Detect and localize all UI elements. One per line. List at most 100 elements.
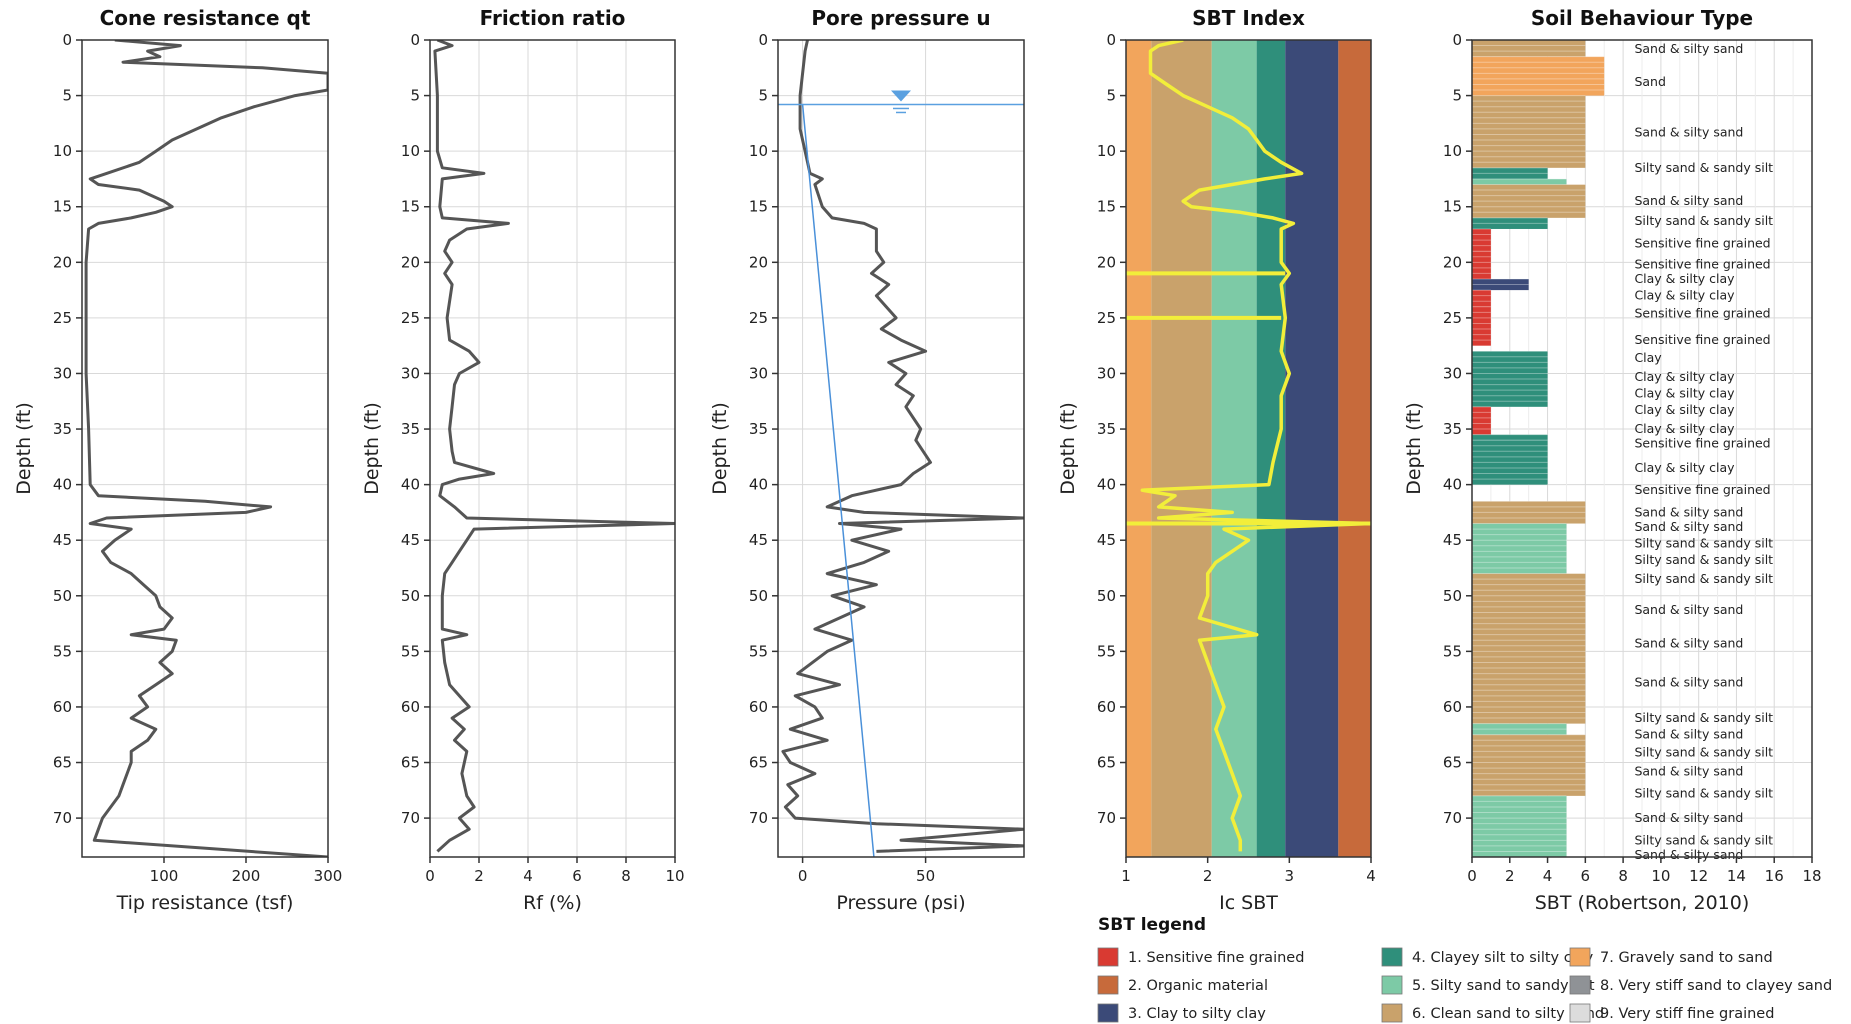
- soil-type-label: Sand & silty sand: [1634, 41, 1743, 56]
- plot-frame: [81, 39, 329, 858]
- sbt-interval-bar: [1472, 406, 1491, 435]
- legend-label: 4. Clayey silt to silty clay: [1412, 950, 1594, 966]
- x-tick-label: 8: [621, 867, 631, 885]
- y-tick-label: 40: [53, 476, 72, 494]
- panel-1: 0 5 10 15 20 25 30 35 40 45 50 55 60 65 70 100 200 300 Con…: [13, 6, 342, 914]
- water-table-icon: [891, 90, 911, 102]
- data-line: [84, 40, 328, 857]
- legend-swatch: [1097, 975, 1119, 995]
- soil-type-label: Sand & silty sand: [1634, 504, 1743, 519]
- y-tick-label: 65: [749, 754, 768, 772]
- y-tick-label: 55: [749, 642, 768, 660]
- sbt-interval-bar: [1472, 178, 1567, 185]
- y-axis-label: Depth (ft): [709, 402, 731, 495]
- sbt-interval-bar: [1472, 351, 1548, 407]
- soil-type-label: Silty sand & sandy silt: [1634, 536, 1773, 551]
- legend-item: 4. Clayey silt to silty clay: [1381, 947, 1594, 967]
- x-tick-label: 16: [1765, 867, 1784, 885]
- soil-type-label: Sand & silty sand: [1634, 193, 1743, 208]
- x-tick-label: 6: [572, 867, 582, 885]
- y-axis-label: Depth (ft): [13, 402, 35, 495]
- x-tick-label: 2: [1505, 867, 1515, 885]
- y-tick-label: 25: [749, 309, 768, 327]
- y-axis-label: Depth (ft): [1057, 402, 1079, 495]
- x-tick-label: 100: [150, 867, 179, 885]
- y-tick-label: 0: [1106, 31, 1116, 49]
- sbt-interval-bar: [1472, 40, 1586, 57]
- y-tick-label: 20: [1443, 253, 1462, 271]
- plot-frame: [429, 39, 676, 858]
- soil-type-label: Sand & silty sand: [1634, 124, 1743, 139]
- x-tick-label: 4: [1366, 867, 1376, 885]
- soil-type-label: Clay & silty clay: [1634, 271, 1735, 286]
- legend-label: 6. Clean sand to silty sand: [1412, 1006, 1604, 1022]
- plot-frame: [1471, 39, 1813, 858]
- x-tick-label: 12: [1689, 867, 1708, 885]
- x-axis-label: Rf (%): [523, 892, 582, 914]
- y-tick-label: 0: [758, 31, 768, 49]
- sbt-interval-bar: [1472, 167, 1548, 179]
- y-tick-label: 65: [1443, 754, 1462, 772]
- legend-swatch: [1097, 1003, 1119, 1023]
- y-tick-label: 25: [401, 309, 420, 327]
- legend-swatch: [1381, 947, 1403, 967]
- y-tick-label: 20: [53, 253, 72, 271]
- y-tick-label: 15: [1097, 198, 1116, 216]
- legend-swatch: [1569, 947, 1591, 967]
- legend-swatch: [1569, 975, 1591, 995]
- sbt-interval-bar: [1472, 251, 1491, 279]
- soil-type-label: Silty sand & sandy silt: [1634, 571, 1773, 586]
- y-tick-label: 40: [1097, 476, 1116, 494]
- x-tick-label: 4: [523, 867, 533, 885]
- sbt-interval-bar: [1472, 228, 1491, 252]
- soil-type-label: Sand & silty sand: [1634, 674, 1743, 689]
- y-tick-label: 20: [1097, 253, 1116, 271]
- legend-item: 6. Clean sand to silty sand: [1381, 1003, 1604, 1023]
- soil-type-label: Sensitive fine grained: [1634, 332, 1770, 347]
- sbt-interval-bar: [1472, 56, 1605, 96]
- soil-type-label: Clay & silty clay: [1634, 288, 1735, 303]
- sbt-interval-bar: [1472, 290, 1491, 307]
- sbt-interval-bar: [1472, 440, 1548, 485]
- y-tick-label: 35: [1097, 420, 1116, 438]
- measured-pressure-line: [781, 40, 1024, 853]
- legend-swatch: [1569, 1003, 1591, 1023]
- soil-type-label: Sand: [1634, 74, 1665, 89]
- y-tick-label: 45: [1443, 531, 1462, 549]
- y-tick-label: 45: [53, 531, 72, 549]
- soil-type-label: Sensitive fine grained: [1634, 482, 1770, 497]
- y-tick-label: 25: [1097, 309, 1116, 327]
- y-tick-label: 60: [401, 698, 420, 716]
- legend-item: 1. Sensitive fine grained: [1097, 947, 1304, 967]
- panel-2: 0 5 10 15 20 25 30 35 40 45 50 55 60 65 70 0 2 4 6 8 10 Frict…: [361, 6, 685, 914]
- y-tick-label: 10: [53, 142, 72, 160]
- y-tick-label: 20: [401, 253, 420, 271]
- panel-4: 0 5 10 15 20 25 30 35 40 45 50 55 60 65 70 1 2 3 4 SBT Inde…: [1057, 6, 1376, 914]
- x-axis-label: SBT (Robertson, 2010): [1535, 892, 1750, 914]
- legend-label: 8. Very stiff sand to clayey sand: [1600, 978, 1832, 994]
- y-tick-label: 50: [53, 587, 72, 605]
- y-tick-label: 40: [401, 476, 420, 494]
- y-tick-label: 65: [401, 754, 420, 772]
- legend-item: 5. Silty sand to sandy silt: [1381, 975, 1595, 995]
- legend-label: 5. Silty sand to sandy silt: [1412, 978, 1595, 994]
- y-tick-label: 0: [410, 31, 420, 49]
- y-tick-label: 25: [1443, 309, 1462, 327]
- y-tick-label: 60: [1443, 698, 1462, 716]
- soil-type-label: Silty sand & sandy silt: [1634, 786, 1773, 801]
- x-tick-label: 18: [1802, 867, 1821, 885]
- sbt-interval-bar: [1472, 734, 1586, 796]
- y-tick-label: 25: [53, 309, 72, 327]
- legend-item: 3. Clay to silty clay: [1097, 1003, 1266, 1023]
- soil-type-label: Silty sand & sandy silt: [1634, 552, 1773, 567]
- sbt-zone-band: [1126, 40, 1152, 857]
- legend-item: 2. Organic material: [1097, 975, 1268, 995]
- legend-label: 1. Sensitive fine grained: [1128, 950, 1304, 966]
- y-tick-label: 65: [53, 754, 72, 772]
- sbt-interval-bar: [1472, 434, 1548, 441]
- soil-type-label: Sand & silty sand: [1634, 763, 1743, 778]
- soil-type-label: Clay & silty clay: [1634, 385, 1735, 400]
- chart-title: Cone resistance qt: [100, 6, 311, 30]
- soil-type-label: Sand & silty sand: [1634, 519, 1743, 534]
